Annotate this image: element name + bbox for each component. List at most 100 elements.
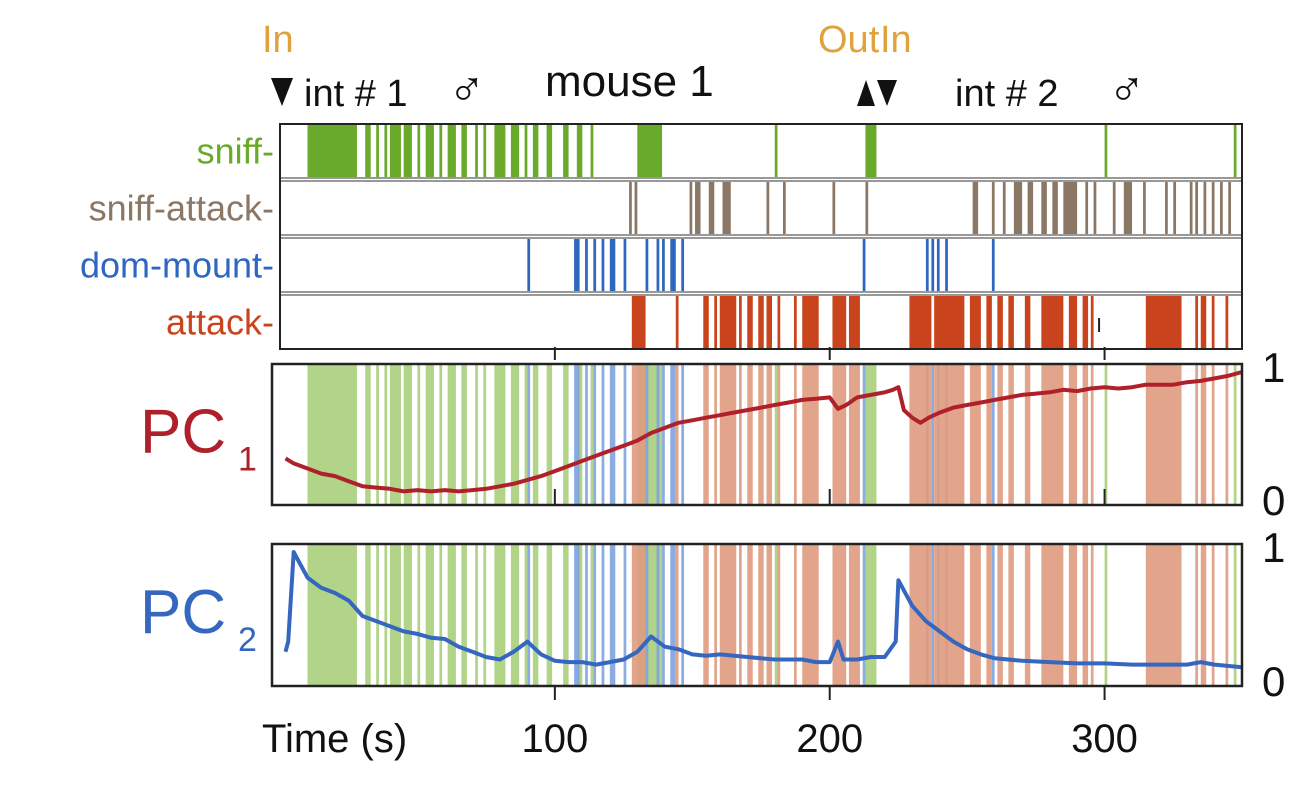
behavior-bout	[307, 125, 357, 177]
behavior-shade	[934, 544, 965, 686]
behavior-shade	[1225, 364, 1229, 505]
behavior-bout	[574, 239, 580, 291]
behavior-shade	[494, 364, 506, 505]
behavior-bout	[483, 125, 487, 177]
behavior-shade	[475, 364, 478, 505]
behavior-bout	[1189, 182, 1193, 234]
behavior-bout	[1063, 182, 1078, 234]
behavior-shade	[609, 364, 616, 505]
behavior-bout	[1082, 296, 1089, 348]
behavior-shade	[774, 364, 778, 505]
behavior-shade	[483, 544, 487, 686]
behavior-bout	[563, 125, 569, 177]
behavior-bout	[832, 296, 847, 348]
behavior-shade	[376, 364, 379, 505]
behavior-bout	[1013, 182, 1023, 234]
behavior-shade	[585, 364, 588, 505]
behavior-shade	[365, 544, 371, 686]
behavior-shade	[703, 364, 709, 505]
behavior-shade	[802, 364, 819, 505]
behavior-shade	[494, 544, 506, 686]
behavior-shade	[389, 544, 401, 686]
behavior-bout	[865, 182, 869, 234]
behavior-shade	[1008, 364, 1014, 505]
behavior-bout	[590, 125, 594, 177]
behavior-bout	[637, 125, 663, 177]
behavior-bout	[931, 239, 935, 291]
behavior-label: attack-	[166, 302, 274, 343]
pc2-panel: 1 0 PC 2	[140, 524, 1285, 705]
series-line-PC2	[283, 550, 1243, 670]
behavior-bout	[1068, 296, 1078, 348]
chart-title: mouse 1	[545, 57, 714, 106]
behavior-shade	[475, 544, 478, 686]
behavior-shade	[747, 544, 753, 686]
behavior-bout	[425, 125, 434, 177]
intruder-2-label: int # 2	[955, 73, 1059, 115]
behavior-bout	[524, 125, 528, 177]
behavior-shade	[527, 544, 531, 686]
behavior-bout	[934, 296, 965, 348]
behavior-bout	[703, 296, 709, 348]
behavior-bout	[629, 182, 632, 234]
behavior-bout	[1195, 182, 1199, 234]
behavior-shade	[969, 544, 981, 686]
behavior-shade	[524, 544, 528, 686]
panel-label: PC	[140, 578, 226, 647]
behavior-shade	[848, 364, 860, 505]
behavior-shade	[774, 544, 778, 686]
behavior-shade	[563, 364, 569, 505]
behavior-shade	[862, 364, 866, 505]
behavior-bout	[670, 239, 676, 291]
behavior-bout	[991, 239, 995, 291]
behavior-bout	[909, 296, 932, 348]
behavior-shade	[389, 364, 401, 505]
behavior-bout	[1211, 182, 1215, 234]
behavior-shade	[1211, 544, 1215, 686]
behavior-bout	[766, 296, 772, 348]
behavior-shade	[546, 364, 553, 505]
behavior-shade	[574, 544, 580, 686]
behavior-shade	[510, 364, 520, 505]
behavior-bout	[986, 296, 992, 348]
behavior-bout	[662, 239, 665, 291]
behavior-bout	[532, 125, 539, 177]
behavior-shade	[601, 364, 605, 505]
behavior-shade	[909, 364, 932, 505]
behavior-bout	[758, 296, 764, 348]
behavior-shade	[986, 364, 992, 505]
behavior-bout	[1041, 182, 1047, 234]
behavior-shade	[714, 544, 718, 686]
behavior-bout	[695, 182, 701, 234]
behavior-bout	[623, 239, 627, 291]
x-axis-label: Time (s)	[262, 717, 407, 761]
event-label-out: Out	[818, 19, 880, 61]
behavior-bout	[634, 182, 638, 234]
behavior-shade	[1024, 364, 1031, 505]
behavior-bout	[1145, 296, 1182, 348]
behavior-bout	[1220, 182, 1223, 234]
behavior-shade	[1195, 364, 1199, 505]
behavior-shade	[590, 544, 594, 686]
behavior-bout	[832, 182, 836, 234]
y-tick-label: 0	[1262, 477, 1285, 524]
behavior-bout	[747, 296, 753, 348]
behavior-shade	[585, 544, 588, 686]
behavior-bout	[675, 296, 679, 348]
behavior-bout	[1173, 182, 1177, 234]
behavior-bout	[991, 182, 995, 234]
behavior-shade	[510, 544, 520, 686]
behavior-bout	[1052, 182, 1058, 234]
panel-label-subscript: 2	[238, 621, 257, 659]
behavior-bout	[1143, 182, 1146, 234]
behavior-shade	[681, 544, 685, 686]
behavior-shade	[461, 364, 467, 505]
behavior-shade	[758, 364, 764, 505]
behavior-bout	[1200, 296, 1207, 348]
behavior-bout	[766, 182, 770, 234]
male-symbol-icon: ♂	[448, 61, 486, 117]
behavior-shade	[417, 544, 421, 686]
behavior-bout	[384, 125, 388, 177]
behavior-bout	[1211, 296, 1215, 348]
y-tick-label: 1	[1262, 524, 1285, 571]
